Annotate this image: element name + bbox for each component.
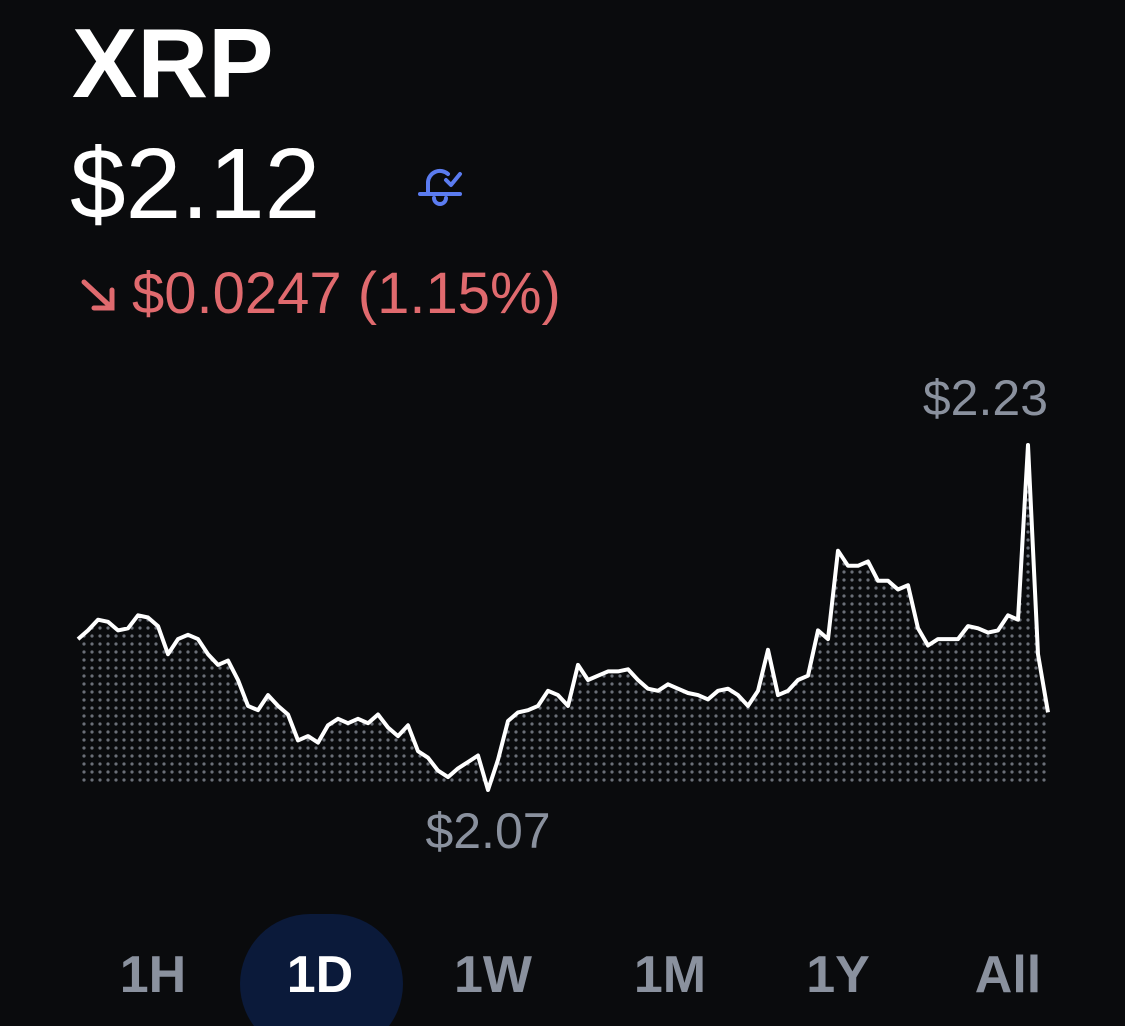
- timeframe-tab[interactable]: 1Y: [806, 946, 870, 1004]
- price: $2.12: [70, 128, 320, 240]
- timeframe-tab[interactable]: 1D: [287, 946, 353, 1004]
- bell-clapper: [432, 196, 448, 206]
- timeframe-tab[interactable]: 1H: [120, 946, 186, 1004]
- check-icon: [444, 172, 462, 187]
- max-label: $2.23: [923, 370, 1048, 426]
- bell-icon: [426, 168, 450, 194]
- timeframe-tab[interactable]: 1M: [634, 946, 706, 1004]
- price-line: [76, 443, 1050, 792]
- min-label: $2.07: [425, 803, 550, 859]
- down-arrow: [81, 279, 115, 311]
- selected-tab-pill: [240, 914, 403, 1026]
- price-area: [78, 445, 1048, 790]
- timeframe-tab[interactable]: All: [975, 946, 1041, 1004]
- price-change: $0.0247 (1.15%): [132, 261, 561, 326]
- price-alert-button[interactable]: [418, 168, 462, 206]
- asset-title: XRP: [72, 8, 274, 118]
- timeframe-tab[interactable]: 1W: [454, 946, 533, 1004]
